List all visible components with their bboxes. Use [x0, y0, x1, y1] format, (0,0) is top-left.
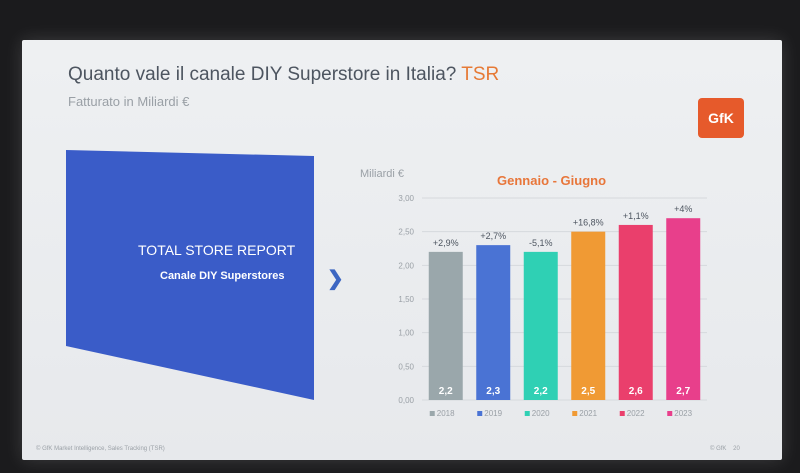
total-store-report-panel: TOTAL STORE REPORT Canale DIY Superstore…: [66, 150, 316, 400]
panel-polygon: [66, 150, 314, 400]
bar-chart: Miliardi € Gennaio - Giugno 3,00 2,50 2,00…: [360, 168, 707, 418]
y-tick-label: 3,00: [398, 194, 414, 203]
growth-label: +1,1%: [623, 211, 649, 221]
legend-swatch: [524, 411, 530, 416]
bar-2023: [666, 218, 701, 400]
y-tick-label: 2,00: [398, 261, 414, 270]
bar-value-label: 2,5: [581, 386, 595, 397]
legend-label: 2018: [437, 409, 455, 418]
legend-swatch: [572, 411, 578, 416]
growth-label: -5,1%: [529, 238, 553, 248]
chevron-right-icon: ❯: [327, 268, 344, 290]
growth-label: +2,9%: [433, 238, 459, 248]
bar-value-label: 2,3: [486, 386, 500, 397]
slide-title-tag: TSR: [461, 64, 500, 85]
page-number: 20: [733, 446, 740, 452]
y-tick-label: 0,00: [398, 396, 414, 405]
bar-2020: [523, 251, 558, 400]
bar-value-label: 2,2: [439, 386, 453, 397]
legend-label: 2022: [627, 409, 645, 418]
legend-label: 2021: [579, 409, 597, 418]
panel-subtitle: Canale DIY Superstores: [160, 270, 285, 282]
y-tick-label: 2,50: [398, 228, 414, 237]
slide-title-text: Quanto vale il canale DIY Superstore in …: [68, 64, 457, 85]
bar-value-label: 2,6: [629, 386, 643, 397]
bar-2022: [618, 224, 653, 400]
slide-subtitle: Fatturato in Miliardi €: [68, 94, 190, 109]
growth-label: +2,7%: [480, 231, 506, 241]
gfk-logo: GfK: [698, 98, 744, 138]
footer-source: © GfK Market Intelligence, Sales Trackin…: [36, 446, 165, 452]
legend-label: 2020: [532, 409, 550, 418]
panel-title: TOTAL STORE REPORT: [138, 242, 296, 258]
legend-label: 2023: [674, 409, 692, 418]
y-axis-label: Miliardi €: [360, 168, 404, 180]
chart-title: Gennaio - Giugno: [497, 173, 606, 188]
slide-title: Quanto vale il canale DIY Superstore in …: [68, 64, 499, 86]
bar-2021: [571, 231, 606, 400]
legend-label: 2019: [484, 409, 502, 418]
panel-shape: [66, 150, 314, 400]
legend-swatch: [667, 411, 673, 416]
bar-value-label: 2,2: [534, 386, 548, 397]
bar-value-label: 2,7: [676, 386, 690, 397]
y-tick-label: 1,00: [398, 329, 414, 338]
presentation-slide: Quanto vale il canale DIY Superstore in …: [22, 40, 782, 460]
legend-swatch: [619, 411, 625, 416]
footer-copyright: © GfK: [710, 446, 727, 452]
y-tick-label: 1,50: [398, 295, 414, 304]
growth-label: +16,8%: [573, 218, 604, 228]
legend-swatch: [429, 411, 435, 416]
footer-right: © GfK 20: [710, 446, 740, 452]
y-tick-label: 0,50: [398, 362, 414, 371]
bar-2018: [428, 251, 463, 400]
legend-swatch: [477, 411, 483, 416]
bar-2019: [476, 245, 511, 400]
growth-label: +4%: [674, 204, 692, 214]
